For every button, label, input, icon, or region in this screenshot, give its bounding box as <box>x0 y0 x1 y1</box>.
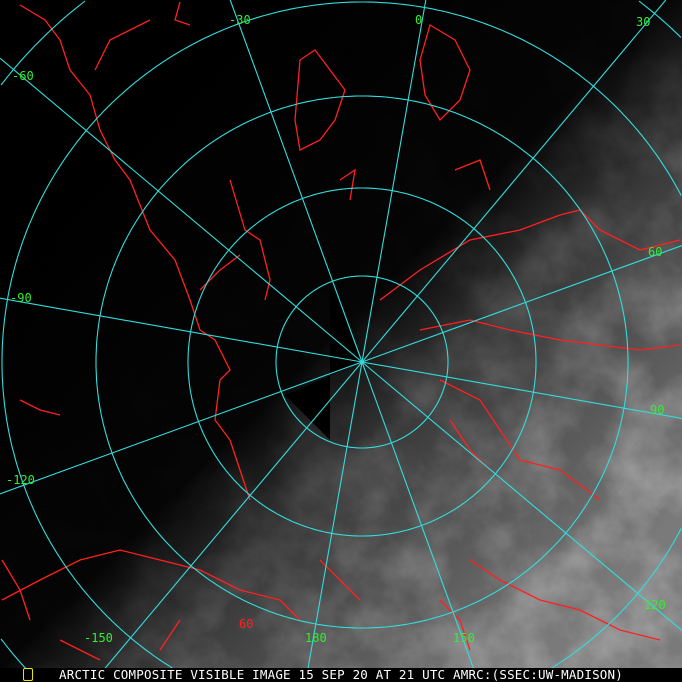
lon-label: -60 <box>12 69 34 83</box>
coastline-greenland <box>19 1 251 501</box>
coastline-chukotka <box>439 559 661 651</box>
coastline-svalbard <box>294 49 356 201</box>
latitude-circle <box>638 0 682 38</box>
lon-label: -90 <box>10 291 32 305</box>
coastline-alaska <box>1 549 361 661</box>
meridian-line <box>361 361 682 419</box>
coastlines <box>1 1 681 661</box>
lon-label: -30 <box>229 13 251 27</box>
latitude-circle <box>187 187 537 537</box>
cursor-marker <box>23 668 33 681</box>
lon-label: 150 <box>453 631 475 645</box>
meridian-line <box>229 0 363 363</box>
lon-label: 60 <box>648 245 662 259</box>
lon-label: -120 <box>6 473 35 487</box>
lat-label: 60 <box>239 617 253 631</box>
meridian-line <box>361 361 480 682</box>
lon-label: 180 <box>305 631 327 645</box>
meridian-line <box>0 361 363 495</box>
meridian-line <box>305 361 363 682</box>
latitude-circle <box>527 527 682 682</box>
coastline-baffin <box>1 399 61 621</box>
meridian-line <box>93 361 363 682</box>
lon-label: -150 <box>84 631 113 645</box>
latitude-circle <box>95 95 629 629</box>
lon-label: 90 <box>650 403 664 417</box>
lon-label: 0 <box>415 13 422 27</box>
no-data-wedge <box>285 285 362 440</box>
latitude-circle <box>275 275 449 449</box>
lon-label: 30 <box>636 15 650 29</box>
meridian-line <box>361 0 667 363</box>
image-caption: ARCTIC COMPOSITE VISIBLE IMAGE 15 SEP 20… <box>0 668 682 682</box>
meridian-line <box>0 297 363 363</box>
longitude-labels: -30 0 30 -60 60 -90 90 -120 120 -150 180… <box>6 13 666 645</box>
coastline-siberia <box>379 209 681 501</box>
meridian-line <box>361 361 682 631</box>
lon-label: 120 <box>644 598 666 612</box>
coastline-franz-josef <box>419 24 491 191</box>
meridian-line <box>361 244 682 363</box>
meridian-line <box>361 0 427 363</box>
meridian-line <box>0 57 363 363</box>
